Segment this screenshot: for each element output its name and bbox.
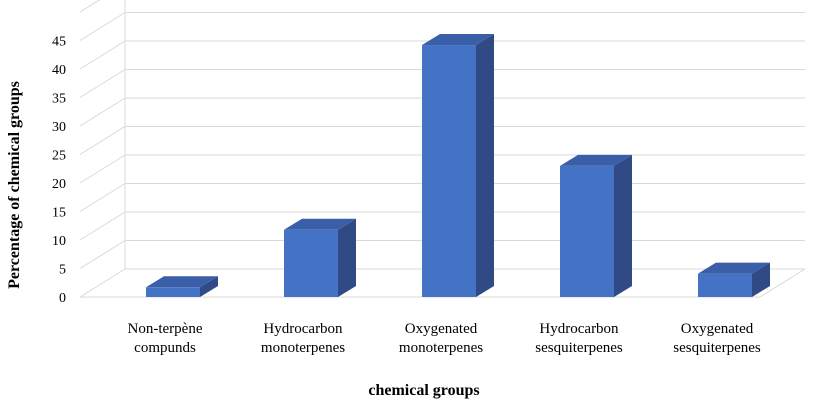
bar-side <box>752 262 770 297</box>
x-tick-label-line: sesquiterpenes <box>535 340 623 356</box>
bar <box>422 34 494 298</box>
gridline-side <box>79 268 126 298</box>
bar-front <box>284 229 338 297</box>
bar-top <box>284 218 356 230</box>
x-tick-label: Hydrocarbon sesquiterpenes <box>535 321 623 356</box>
gridline-side <box>79 40 126 70</box>
x-tick-label-line: monoterpenes <box>399 340 483 356</box>
gridline-side <box>79 154 126 184</box>
gridline-side <box>79 12 126 41</box>
gridline-side <box>79 126 126 155</box>
x-tick-label-line: Hydrocarbon <box>263 321 343 337</box>
x-tick-label-line: Oxygenated <box>405 321 478 337</box>
x-tick-label: Hydrocarbon monoterpenes <box>261 321 345 356</box>
x-tick-label-line: Oxygenated <box>681 321 754 337</box>
y-axis-title: Percentage of chemical groups <box>6 81 23 289</box>
y-tick-label: 15 <box>52 206 66 221</box>
bar <box>560 154 632 297</box>
bar-side <box>338 218 356 297</box>
y-tick-label: 45 <box>52 35 66 50</box>
y-tick-label: 40 <box>52 63 66 78</box>
x-tick-label-line: sesquiterpenes <box>673 340 761 356</box>
gridline-side <box>79 0 101 13</box>
bar-front <box>146 287 200 297</box>
y-tick-label: 25 <box>52 149 66 164</box>
gridline-side <box>79 240 126 269</box>
bar-top <box>422 34 494 46</box>
bar-front <box>698 273 752 297</box>
y-tick-label: 35 <box>52 92 66 107</box>
gridline-side <box>79 97 126 127</box>
bar-side <box>476 34 494 298</box>
y-axis-ticks: 0 5 10 15 20 25 30 35 40 45 <box>52 35 66 307</box>
bar-front <box>560 165 614 297</box>
y-tick-label: 5 <box>59 263 66 278</box>
y-tick-label: 20 <box>52 177 66 192</box>
floor-right-edge <box>759 268 806 298</box>
x-tick-label-line: Non-terpène <box>128 321 203 337</box>
y-tick-label: 0 <box>59 291 66 306</box>
gridline-side <box>79 211 126 241</box>
x-tick-label-line: monoterpenes <box>261 340 345 356</box>
y-tick-label: 10 <box>52 234 66 249</box>
x-tick-label: Non-terpène compunds <box>128 321 203 356</box>
x-tick-label: Oxygenated sesquiterpenes <box>673 321 761 356</box>
bar <box>698 262 770 297</box>
x-tick-label: Oxygenated monoterpenes <box>399 321 483 356</box>
bar-side <box>614 154 632 297</box>
y-tick-label: 30 <box>52 120 66 135</box>
bars <box>146 34 770 298</box>
bar-side <box>200 276 218 297</box>
bar-top <box>698 262 770 274</box>
bar <box>284 218 356 297</box>
bar-top <box>560 154 632 166</box>
bar-top <box>146 276 218 288</box>
x-axis-title: chemical groups <box>368 382 479 399</box>
x-axis-categories: Non-terpène compunds Hydrocarbon monoterpen… <box>128 321 761 356</box>
gridline-side <box>79 183 126 212</box>
x-tick-label-line: compunds <box>134 340 196 356</box>
x-tick-label-line: Hydrocarbon <box>539 321 619 337</box>
gridline-side <box>79 69 126 98</box>
bar-front <box>422 45 476 298</box>
bar <box>146 276 218 297</box>
